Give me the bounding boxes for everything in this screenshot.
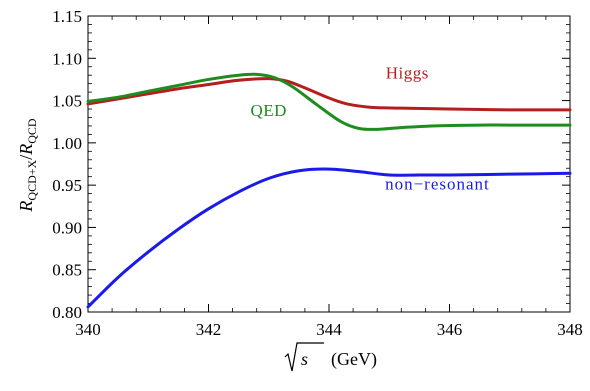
x-tick-label: 342 <box>196 320 222 339</box>
y-axis-slash: / <box>16 155 36 160</box>
x-tick-label: 348 <box>557 320 583 339</box>
y-tick-label: 0.85 <box>52 261 82 280</box>
y-tick-label: 1.15 <box>52 7 82 26</box>
x-axis-symbol: s <box>301 349 308 369</box>
y-axis-r2: R <box>16 144 36 156</box>
y-axis-r1: R <box>16 201 36 213</box>
y-axis-sub2: QCD <box>25 118 39 144</box>
y-tick-label: 0.80 <box>52 303 82 322</box>
tick-labels: 340 342 344 346 348 0.80 0.85 0.90 0.95 1.00 1.05 1… <box>52 7 583 339</box>
y-axis-title: RQCD+X/RQCD <box>16 118 39 212</box>
y-tick-label: 0.90 <box>52 218 82 237</box>
y-tick-label: 1.05 <box>52 92 82 111</box>
series-line-higgs <box>86 77 572 112</box>
series-line-non-resonant <box>86 167 572 309</box>
series-label-higgs: Higgs <box>386 64 429 83</box>
x-tick-label: 346 <box>437 320 463 339</box>
x-axis-unit: (GeV) <box>331 349 377 370</box>
ticks <box>87 15 571 313</box>
y-axis-sub1: QCD+X <box>25 159 39 200</box>
series-lines <box>86 72 572 309</box>
svg-text:RQCD+X/RQCD: RQCD+X/RQCD <box>16 118 39 212</box>
sqrt-sign-icon <box>284 342 324 372</box>
series-line-qed <box>86 72 572 131</box>
plot-frame <box>87 15 571 313</box>
series-label-non-resonant: non−resonant <box>385 174 490 193</box>
y-tick-label: 0.95 <box>52 176 82 195</box>
y-tick-label: 1.00 <box>52 134 82 153</box>
x-axis-title: s (GeV) <box>284 342 377 372</box>
series-label-qed: QED <box>251 101 287 120</box>
series-labels: Higgs QED non−resonant <box>251 64 490 194</box>
x-tick-label: 344 <box>316 320 342 339</box>
y-tick-label: 1.10 <box>52 49 82 68</box>
x-tick-label: 340 <box>75 320 101 339</box>
